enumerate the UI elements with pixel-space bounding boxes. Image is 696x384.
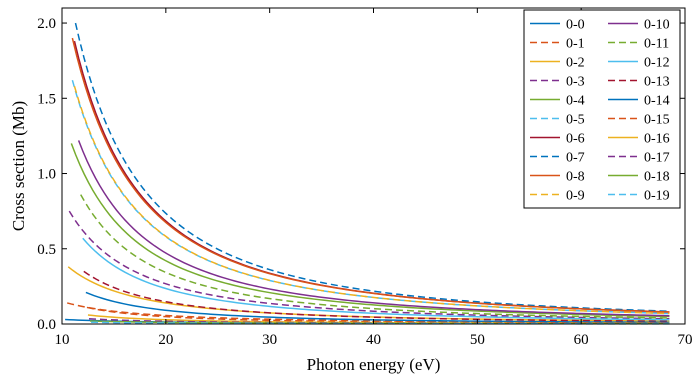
legend-label-0-7: 0-7 [566, 151, 585, 166]
series-line-0-12 [82, 237, 670, 321]
y-tick-label: 2.0 [37, 16, 56, 32]
x-axis-label: Photon energy (eV) [307, 355, 441, 374]
legend-label-0-19: 0-19 [644, 189, 670, 204]
y-tick-label: 0.0 [37, 317, 56, 333]
legend-label-0-14: 0-14 [644, 94, 670, 109]
series-line-0-3 [68, 210, 670, 320]
legend-label-0-0: 0-0 [566, 18, 585, 33]
series-line-0-10 [77, 140, 670, 317]
legend-label-0-5: 0-5 [566, 113, 585, 128]
x-tick-label: 10 [55, 332, 70, 348]
legend-label-0-18: 0-18 [644, 170, 670, 185]
legend-label-0-3: 0-3 [566, 75, 585, 90]
series-layer [65, 22, 670, 325]
legend-label-0-4: 0-4 [566, 94, 585, 109]
legend-label-0-16: 0-16 [644, 132, 670, 147]
series-line-0-1 [67, 302, 670, 324]
x-tick-label: 30 [262, 332, 277, 348]
series-line-0-7 [74, 22, 670, 312]
series-line-0-8 [71, 37, 670, 313]
legend-label-0-10: 0-10 [644, 18, 670, 33]
legend-label-0-2: 0-2 [566, 56, 585, 71]
legend-label-0-8: 0-8 [566, 170, 585, 185]
legend-label-0-13: 0-13 [644, 75, 670, 90]
legend: 0-0 0-1 0-2 0-3 0-4 0-5 0-6 0-7 0-8 0-9 0-10 0-11 0-… [523, 9, 681, 209]
series-line-0-9 [73, 86, 670, 315]
legend-label-0-15: 0-15 [644, 113, 670, 128]
series-line-0-4 [70, 143, 670, 318]
legend-label-0-17: 0-17 [644, 151, 670, 166]
x-tick-label: 20 [158, 332, 173, 348]
y-tick-label: 1.5 [37, 91, 56, 107]
x-tick-label: 70 [678, 332, 693, 348]
legend-label-0-12: 0-12 [644, 56, 670, 71]
y-axis-label: Cross section (Mb) [9, 101, 28, 231]
legend-label-0-11: 0-11 [644, 37, 669, 52]
y-tick-label: 0.5 [37, 242, 56, 258]
x-tick-label: 60 [574, 332, 589, 348]
x-tick-label: 50 [470, 332, 485, 348]
y-tick-label: 1.0 [37, 167, 56, 183]
series-line-0-11 [80, 194, 670, 319]
legend-label-0-9: 0-9 [566, 189, 585, 204]
series-line-0-14 [85, 291, 670, 324]
x-tick-label: 40 [366, 332, 381, 348]
series-line-0-13 [83, 270, 670, 323]
legend-label-0-1: 0-1 [566, 37, 585, 52]
legend-label-0-6: 0-6 [566, 132, 585, 147]
ticks-layer: 10 20 30 40 50 60 70 0.0 0.5 1.0 1.5 2.0 [37, 8, 693, 348]
series-line-0-5 [71, 80, 670, 315]
